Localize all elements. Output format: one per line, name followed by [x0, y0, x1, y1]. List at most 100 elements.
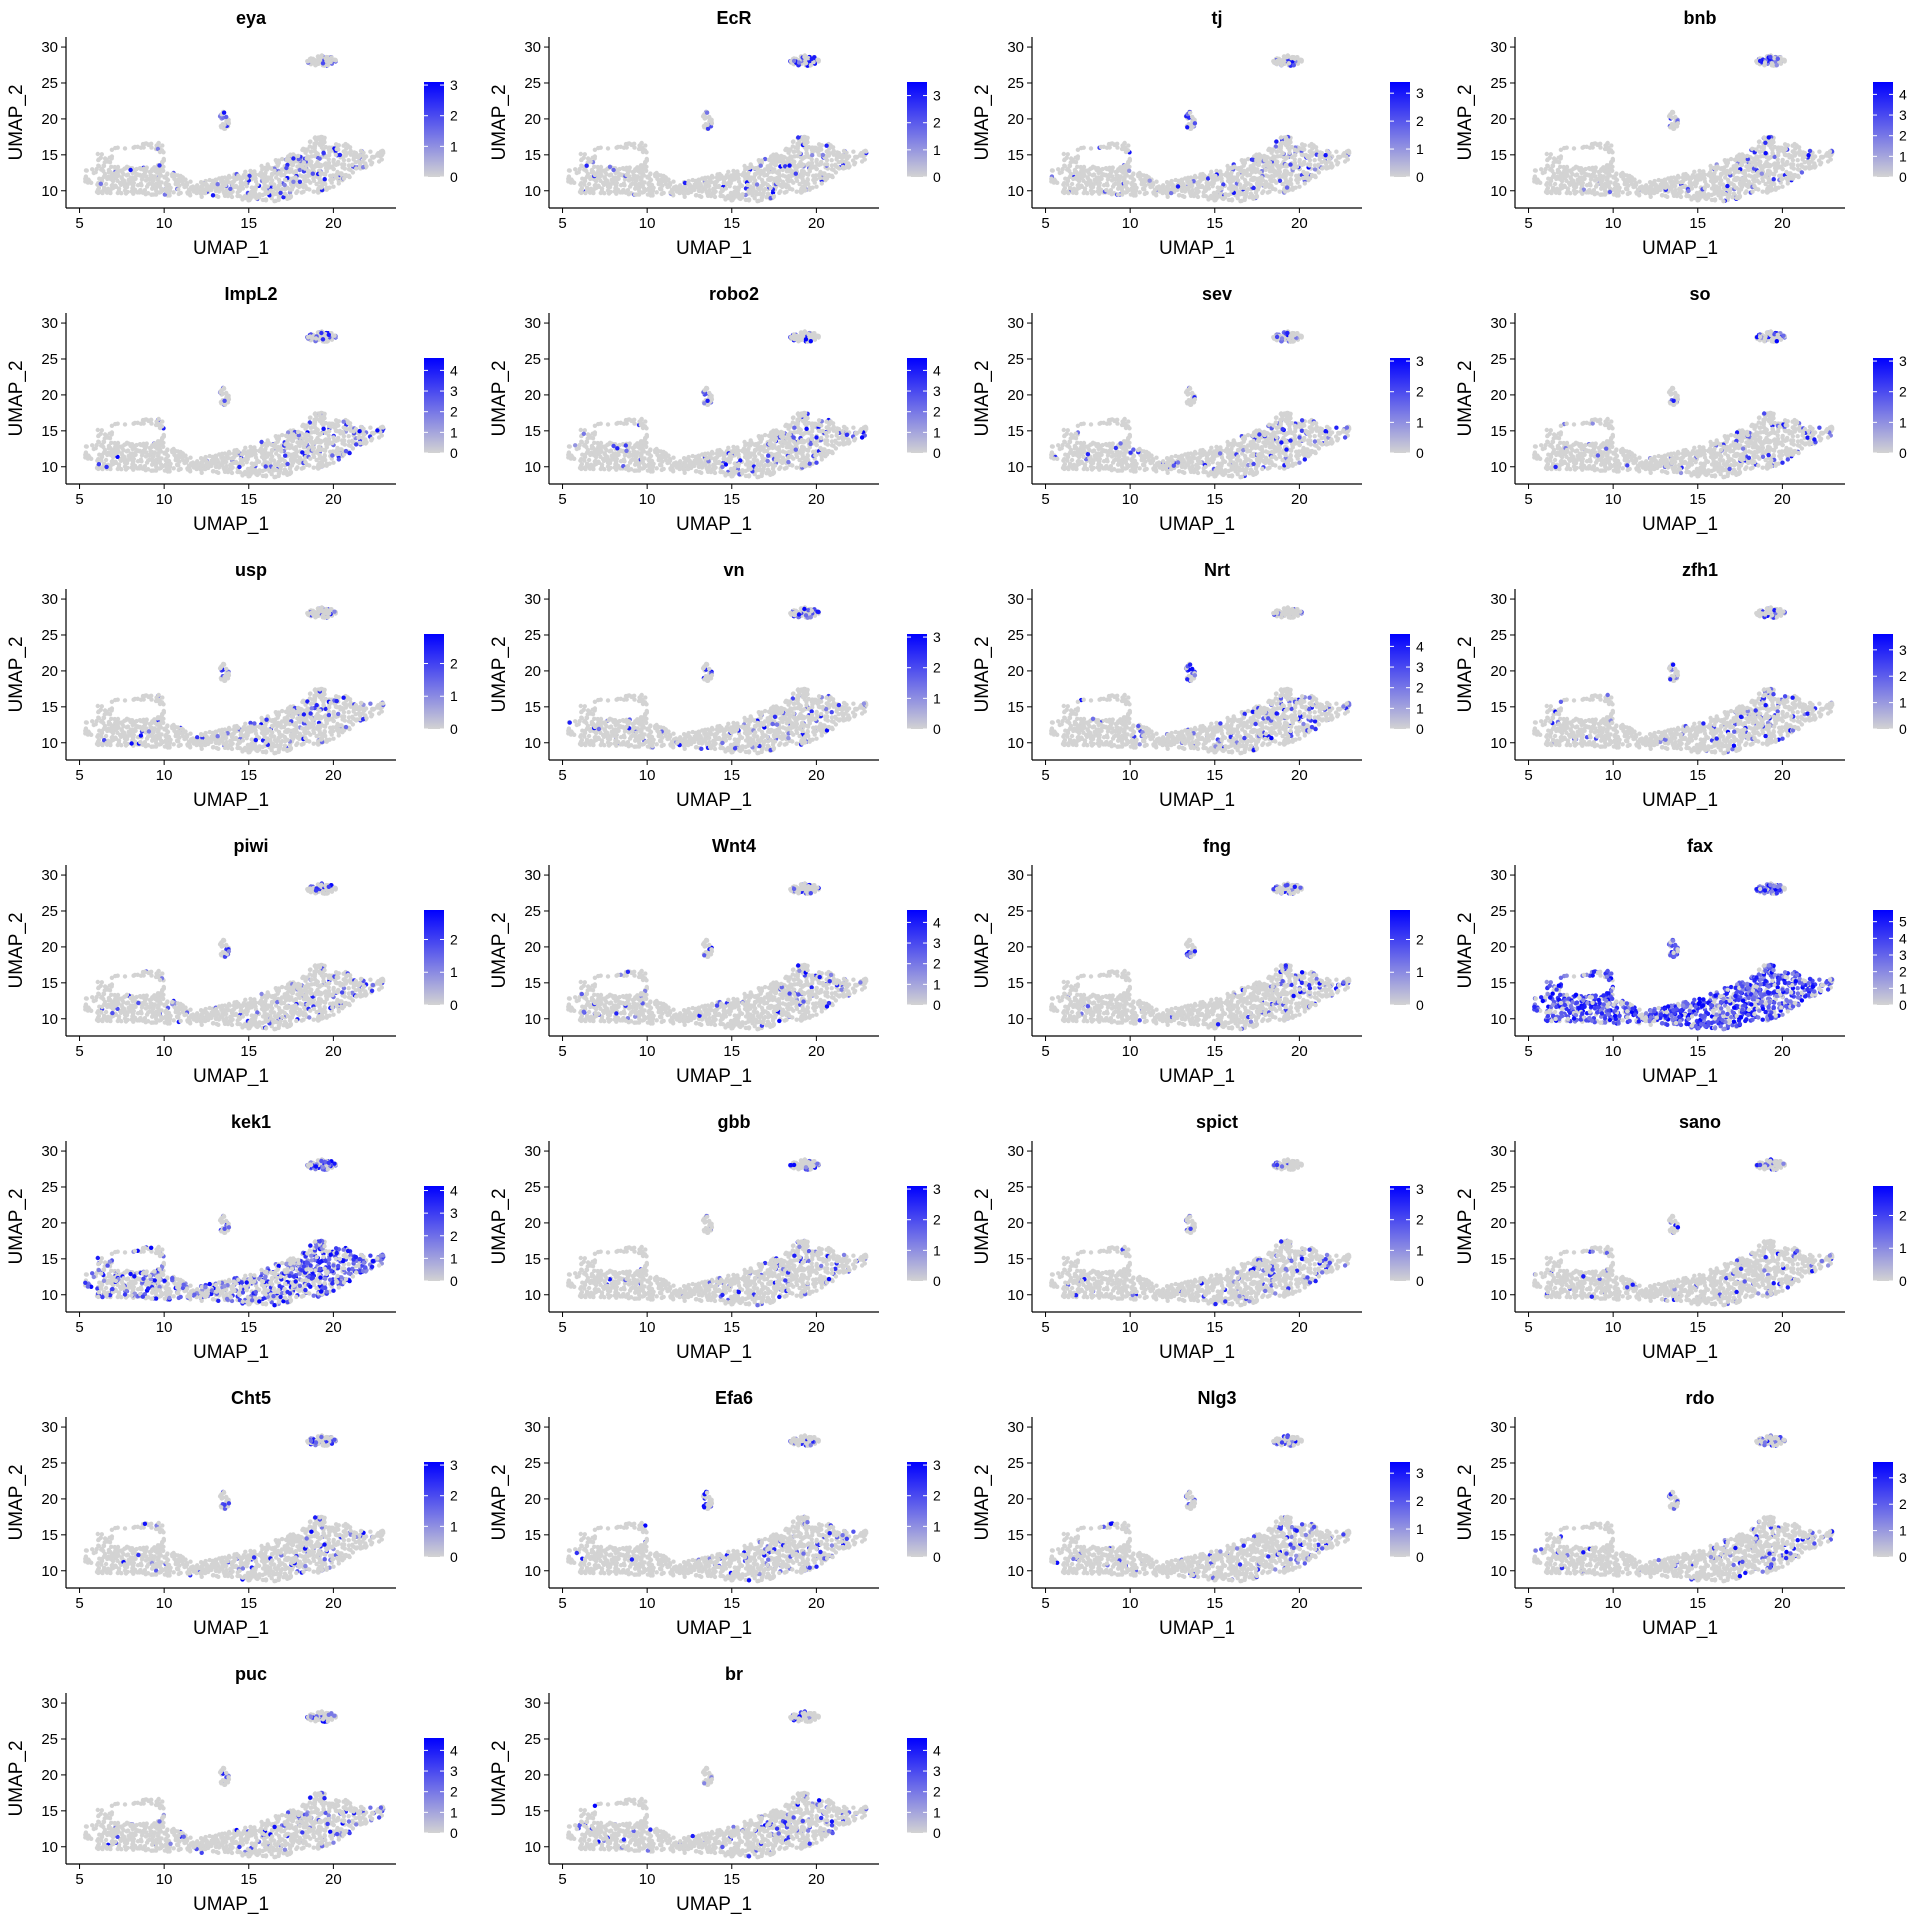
cell-point — [691, 178, 695, 182]
cell-point — [1294, 174, 1298, 178]
cell-point — [321, 61, 325, 65]
cell-point — [606, 188, 610, 192]
cell-point — [822, 171, 826, 175]
cell-point — [818, 170, 822, 174]
cell-point — [813, 177, 817, 181]
cell-point — [735, 169, 739, 173]
cell-point — [853, 161, 857, 165]
cell-point — [1817, 150, 1821, 154]
cell-point — [1145, 191, 1149, 195]
cell-point — [1303, 181, 1307, 185]
cell-point — [1070, 182, 1074, 186]
x-tick-label: 5 — [75, 215, 83, 232]
cell-point — [1116, 192, 1120, 196]
cell-point — [582, 156, 586, 160]
cell-point — [101, 164, 105, 168]
cell-point — [230, 180, 234, 184]
cell-point — [806, 177, 810, 181]
cell-point — [294, 175, 298, 179]
cell-point — [1130, 180, 1134, 184]
cell-point — [245, 184, 249, 188]
cell-point — [1102, 173, 1106, 177]
cell-point — [1322, 160, 1326, 164]
cell-point — [1190, 115, 1194, 119]
cell-point — [777, 191, 781, 195]
cell-point — [1301, 147, 1305, 151]
cell-point — [665, 179, 669, 183]
cell-point — [1317, 170, 1321, 174]
cell-point — [1278, 190, 1282, 194]
y-tick-label: 10 — [1007, 183, 1024, 200]
cell-point — [1279, 164, 1283, 168]
cell-point — [120, 176, 124, 180]
cell-point — [642, 190, 646, 194]
cell-point — [1115, 142, 1119, 146]
cell-point — [700, 176, 704, 180]
cell-point — [1049, 177, 1053, 181]
cell-point — [575, 171, 579, 175]
cell-point — [1341, 152, 1345, 156]
cell-point — [747, 166, 751, 170]
cell-point — [338, 153, 342, 157]
cell-point — [1230, 166, 1234, 170]
cell-point — [1099, 145, 1103, 149]
cell-point — [772, 194, 776, 198]
cell-point — [237, 189, 241, 193]
cell-point — [640, 141, 644, 145]
cell-point — [804, 151, 808, 155]
cell-point — [811, 174, 815, 178]
cell-point — [754, 190, 758, 194]
cell-point — [1304, 153, 1308, 157]
x-tick-label: 15 — [1206, 215, 1223, 232]
cell-point — [1336, 161, 1340, 165]
cell-point — [165, 171, 169, 175]
cell-point — [1230, 188, 1234, 192]
cell-point — [1310, 173, 1314, 177]
cell-point — [854, 155, 858, 159]
cell-point — [1158, 189, 1162, 193]
cell-point — [313, 164, 317, 168]
cell-point — [176, 173, 180, 177]
cell-point — [83, 177, 87, 181]
color-legend-bar — [424, 82, 444, 177]
cell-point — [1117, 183, 1121, 187]
y-axis-label: UMAP_2 — [972, 84, 993, 160]
cell-point — [133, 145, 137, 149]
cell-point — [1242, 164, 1246, 168]
cell-point — [783, 174, 787, 178]
cell-point — [608, 165, 612, 169]
cell-point — [125, 165, 129, 169]
cell-point — [344, 173, 348, 177]
cell-point — [222, 111, 226, 115]
cell-point — [795, 190, 799, 194]
cell-point — [1263, 185, 1267, 189]
cell-point — [1089, 146, 1093, 150]
cell-point — [337, 181, 341, 185]
cell-point — [164, 186, 168, 190]
cell-point — [296, 154, 300, 158]
cell-point — [312, 190, 316, 194]
cell-point — [812, 149, 816, 153]
cell-point — [1086, 176, 1090, 180]
cell-point — [720, 189, 724, 193]
cell-point — [1260, 175, 1264, 179]
cell-point — [746, 171, 750, 175]
cell-point — [335, 176, 339, 180]
cell-point — [1287, 61, 1291, 65]
cell-point — [1796, 167, 1800, 171]
cell-point — [699, 195, 703, 199]
cell-point — [1194, 175, 1198, 179]
cell-point — [136, 173, 140, 177]
cell-point — [1082, 146, 1086, 150]
cell-point — [1285, 55, 1289, 59]
cell-point — [1270, 163, 1274, 167]
cell-point — [777, 175, 781, 179]
cell-point — [820, 181, 824, 185]
cell-point — [842, 149, 846, 153]
cell-point — [711, 187, 715, 191]
cell-point — [340, 162, 344, 166]
cell-point — [208, 178, 212, 182]
cell-point — [310, 154, 314, 158]
cell-point — [330, 177, 334, 181]
cell-point — [678, 183, 682, 187]
